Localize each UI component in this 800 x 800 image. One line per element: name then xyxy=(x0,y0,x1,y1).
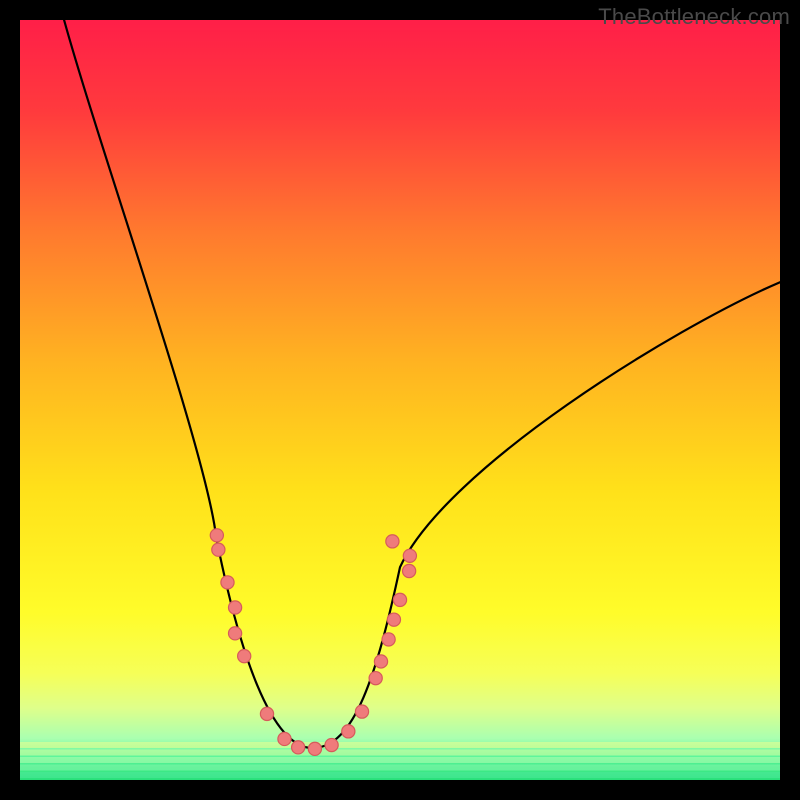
curve-marker xyxy=(210,529,223,542)
chart-stage: TheBottleneck.com xyxy=(0,0,800,800)
curve-marker xyxy=(212,543,225,556)
curve-marker xyxy=(238,650,251,663)
plot-background xyxy=(20,20,780,780)
curve-marker xyxy=(228,601,241,614)
curve-marker xyxy=(387,613,400,626)
curve-marker xyxy=(382,633,395,646)
curve-marker xyxy=(342,725,355,738)
chart-svg xyxy=(0,0,800,800)
curve-marker xyxy=(221,576,234,589)
curve-marker xyxy=(386,535,399,548)
curve-marker xyxy=(308,742,321,755)
curve-marker xyxy=(374,655,387,668)
curve-marker xyxy=(403,549,416,562)
curve-marker xyxy=(393,593,406,606)
curve-marker xyxy=(325,738,338,751)
bottom-band xyxy=(20,750,780,756)
bottom-band xyxy=(20,742,780,748)
bottom-band xyxy=(20,757,780,763)
curve-marker xyxy=(278,732,291,745)
curve-marker xyxy=(292,741,305,754)
curve-marker xyxy=(228,627,241,640)
curve-marker xyxy=(403,564,416,577)
bottom-band xyxy=(20,765,780,771)
curve-marker xyxy=(260,707,273,720)
curve-marker xyxy=(355,705,368,718)
curve-marker xyxy=(369,672,382,685)
bottom-band xyxy=(20,772,780,778)
